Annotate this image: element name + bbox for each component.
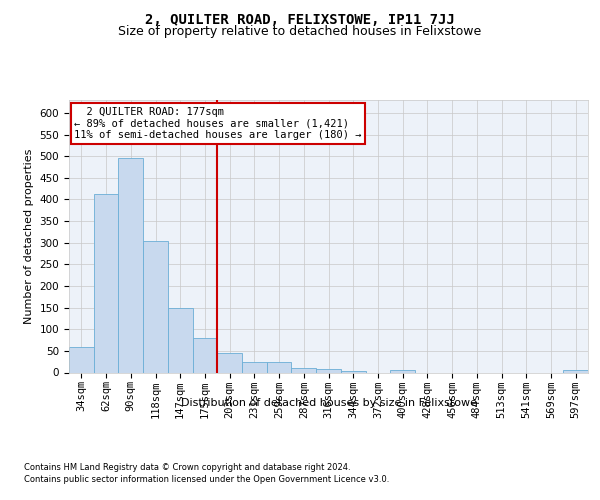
Text: 2 QUILTER ROAD: 177sqm
← 89% of detached houses are smaller (1,421)
11% of semi-: 2 QUILTER ROAD: 177sqm ← 89% of detached… bbox=[74, 107, 362, 140]
Bar bbox=[193, 338, 217, 372]
Text: 2, QUILTER ROAD, FELIXSTOWE, IP11 7JJ: 2, QUILTER ROAD, FELIXSTOWE, IP11 7JJ bbox=[145, 12, 455, 26]
Text: Size of property relative to detached houses in Felixstowe: Size of property relative to detached ho… bbox=[118, 25, 482, 38]
Y-axis label: Number of detached properties: Number of detached properties bbox=[24, 148, 34, 324]
Bar bbox=[316, 370, 341, 372]
Bar bbox=[168, 308, 193, 372]
Bar bbox=[69, 346, 94, 372]
Bar bbox=[217, 352, 242, 372]
Text: Contains HM Land Registry data © Crown copyright and database right 2024.: Contains HM Land Registry data © Crown c… bbox=[24, 462, 350, 471]
Bar bbox=[94, 194, 118, 372]
Text: Contains public sector information licensed under the Open Government Licence v3: Contains public sector information licen… bbox=[24, 475, 389, 484]
Bar bbox=[341, 371, 365, 372]
Bar bbox=[563, 370, 588, 372]
Bar bbox=[118, 158, 143, 372]
Bar bbox=[390, 370, 415, 372]
Bar bbox=[143, 240, 168, 372]
Bar bbox=[242, 362, 267, 372]
Text: Distribution of detached houses by size in Felixstowe: Distribution of detached houses by size … bbox=[181, 398, 477, 407]
Bar bbox=[267, 362, 292, 372]
Bar bbox=[292, 368, 316, 372]
